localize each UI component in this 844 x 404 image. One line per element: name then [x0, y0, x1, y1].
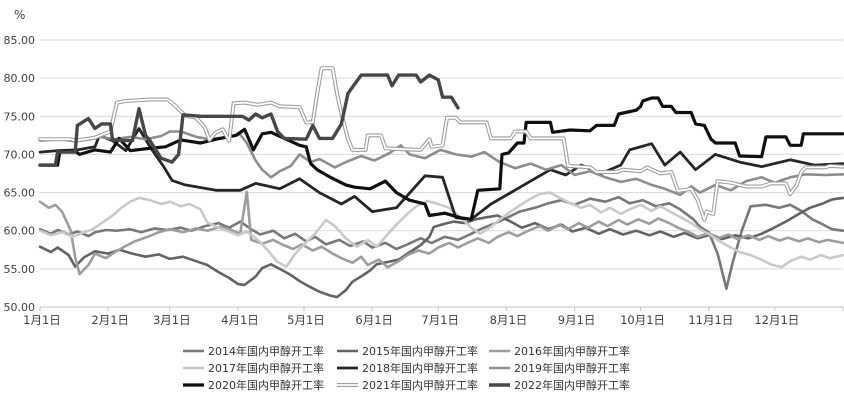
- series-2018: [38, 127, 844, 221]
- x-axis: 1月1日 2月1日 3月1日 4月1日 5月1日 6月1日 7月1日 8月1日 9月1日 10月1…: [23, 306, 844, 327]
- series-2020-line: [38, 96, 844, 221]
- x-tick-label: 6月1日: [355, 313, 393, 327]
- legend-label: 2022年国内甲醇开工率: [514, 378, 630, 392]
- legend-label: 2015年国内甲醇开工率: [362, 344, 478, 358]
- x-tick-label: 4月1日: [221, 313, 259, 327]
- plot-series: [38, 66, 844, 299]
- y-axis-unit-label: %: [14, 8, 25, 22]
- y-tick-label: 55.00: [4, 263, 36, 276]
- series-2015-line: [38, 196, 844, 299]
- x-tick-label: 2月1日: [91, 313, 129, 327]
- y-tick-label: 80.00: [4, 72, 36, 85]
- legend-item-2014: 2014年国内甲醇开工率: [183, 344, 324, 358]
- legend-item-2020: 2020年国内甲醇开工率: [183, 378, 324, 392]
- x-tick-label: 7月1日: [421, 313, 459, 327]
- legend-item-2022: 2022年国内甲醇开工率: [489, 378, 630, 392]
- legend: 2014年国内甲醇开工率 2015年国内甲醇开工率 2016年国内甲醇开工率 2017…: [183, 344, 630, 392]
- y-tick-label: 50.00: [4, 301, 36, 314]
- series-2022: [38, 73, 460, 167]
- legend-item-2017: 2017年国内甲醇开工率: [183, 361, 324, 375]
- x-tick-label: 12月1日: [754, 313, 799, 327]
- legend-label: 2014年国内甲醇开工率: [208, 344, 324, 358]
- series-2016-line: [38, 190, 844, 276]
- legend-label: 2018年国内甲醇开工率: [362, 361, 478, 375]
- x-tick-label: 10月1日: [620, 313, 665, 327]
- series-2021-line: [39, 67, 844, 221]
- series-2014: [38, 195, 844, 291]
- x-tick-label: 9月1日: [558, 313, 596, 327]
- legend-label: 2017年国内甲醇开工率: [208, 361, 324, 375]
- x-tick-label: 11月1日: [688, 313, 733, 327]
- legend-label: 2020年国内甲醇开工率: [208, 378, 324, 392]
- legend-label: 2016年国内甲醇开工率: [514, 344, 630, 358]
- series-2018-line: [38, 127, 844, 221]
- legend-label: 2019年国内甲醇开工率: [514, 361, 630, 375]
- x-tick-label: 8月1日: [490, 313, 528, 327]
- series-2017-line: [38, 191, 844, 269]
- y-axis: 50.00 55.00 60.00 65.00 70.00 75.00 80.00 85.00: [4, 34, 36, 314]
- series-2020: [38, 96, 844, 221]
- y-tick-label: 60.00: [4, 225, 36, 238]
- legend-item-2018: 2018年国内甲醇开工率: [337, 361, 478, 375]
- series-2017: [38, 191, 844, 269]
- y-tick-label: 70.00: [4, 148, 36, 161]
- series-2015: [38, 196, 844, 299]
- series-2014-line: [38, 195, 844, 291]
- x-tick-label: 5月1日: [287, 313, 325, 327]
- y-tick-label: 75.00: [4, 110, 36, 123]
- legend-item-2015: 2015年国内甲醇开工率: [337, 344, 478, 358]
- x-tick-label: 1月1日: [23, 313, 61, 327]
- y-tick-label: 85.00: [4, 34, 36, 47]
- legend-item-2021: 2021年国内甲醇开工率: [337, 378, 478, 392]
- legend-item-2016: 2016年国内甲醇开工率: [489, 344, 630, 358]
- x-tick-label: 3月1日: [153, 313, 191, 327]
- y-tick-label: 65.00: [4, 187, 36, 200]
- series-2022-line: [38, 73, 460, 167]
- series-2016: [38, 190, 844, 276]
- legend-label: 2021年国内甲醇开工率: [362, 378, 478, 392]
- series-2021: [38, 66, 844, 222]
- legend-item-2019: 2019年国内甲醇开工率: [489, 361, 630, 375]
